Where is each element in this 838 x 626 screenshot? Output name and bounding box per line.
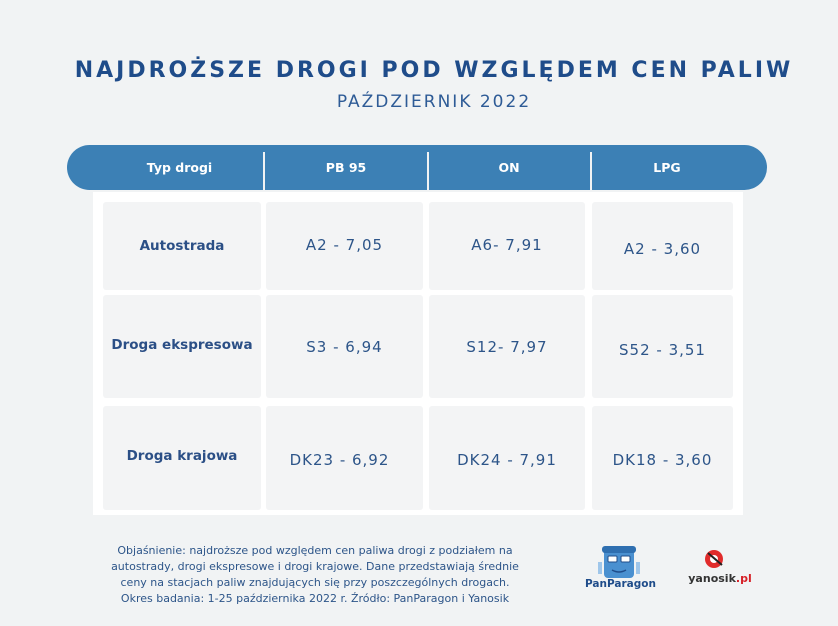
row-label-droga-ekspresowa: Droga ekspresowa <box>111 337 253 353</box>
column-divider <box>590 152 592 190</box>
footnote-line: Okres badania: 1-25 października 2022 r.… <box>120 592 510 605</box>
yanosik-logo-main: yanosik <box>688 572 736 585</box>
value-lpg: S52 - 3,51 <box>619 341 706 359</box>
row-label-autostrada: Autostrada <box>139 238 225 254</box>
panparagon-logo-icon <box>598 546 640 578</box>
value-on: DK24 - 7,91 <box>457 451 557 469</box>
value-lpg: DK18 - 3,60 <box>612 451 713 469</box>
table-cell: DK23 - 6,92 <box>266 406 423 510</box>
column-divider <box>263 152 265 190</box>
page-title: NAJDROŻSZE DROGI POD WZGLĘDEM CEN PALIW <box>74 58 794 83</box>
table-header: Typ drogi PB 95 ON LPG <box>67 145 767 190</box>
column-header-pb95: PB 95 <box>325 160 367 175</box>
table-cell: A2 - 7,05 <box>266 202 423 290</box>
panparagon-logo-text: PanParagon <box>585 578 656 590</box>
value-on: A6- 7,91 <box>471 236 543 254</box>
column-header-on: ON <box>498 160 520 175</box>
value-pb95: A2 - 7,05 <box>305 236 384 254</box>
table-cell: S12- 7,97 <box>429 295 585 398</box>
footnote-line: Objaśnienie: najdroższe pod względem cen… <box>117 544 513 557</box>
footnote: Objaśnienie: najdroższe pod względem cen… <box>90 543 540 607</box>
table-body: Autostrada A2 - 7,05 A6- 7,91 A2 - 3,60 … <box>93 192 743 515</box>
table-cell: S3 - 6,94 <box>266 295 423 398</box>
table-cell: A2 - 3,60 <box>592 202 733 290</box>
yanosik-logo-text: yanosik.pl <box>680 572 760 585</box>
column-header-road-type: Typ drogi <box>146 160 213 175</box>
table-cell: S52 - 3,51 <box>592 295 733 398</box>
table-row-label: Droga krajowa <box>103 406 261 510</box>
table-cell: A6- 7,91 <box>429 202 585 290</box>
table-row-label: Autostrada <box>103 202 261 290</box>
table-cell: DK18 - 3,60 <box>592 406 733 510</box>
page-subtitle: PAŹDZIERNIK 2022 <box>336 92 532 112</box>
value-pb95: DK23 - 6,92 <box>289 451 390 469</box>
yanosik-logo-icon <box>705 550 723 568</box>
footnote-line: ceny na stacjach paliw znajdujących się … <box>120 576 510 589</box>
table-cell: DK24 - 7,91 <box>429 406 585 510</box>
table-row-label: Droga ekspresowa <box>103 295 261 398</box>
value-lpg: A2 - 3,60 <box>623 240 702 258</box>
row-label-droga-krajowa: Droga krajowa <box>126 448 238 464</box>
value-on: S12- 7,97 <box>466 338 548 356</box>
column-divider <box>427 152 429 190</box>
yanosik-logo-suffix: .pl <box>735 572 752 585</box>
column-header-lpg: LPG <box>653 160 681 175</box>
value-pb95: S3 - 6,94 <box>306 338 383 356</box>
footnote-line: autostrady, drogi ekspresowe i drogi kra… <box>111 560 519 573</box>
